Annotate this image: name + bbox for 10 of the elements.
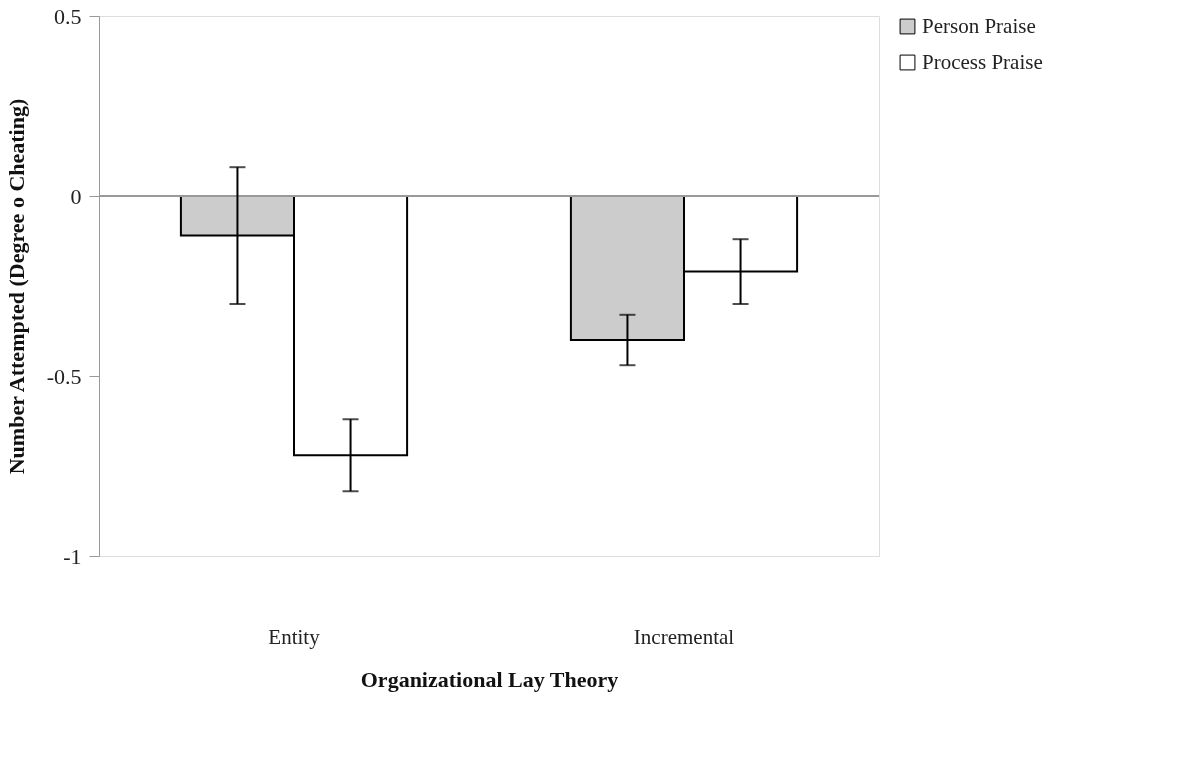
y-tick-label: -1 (63, 543, 82, 569)
x-axis-title: Organizational Lay Theory (360, 666, 619, 692)
legend-label: Person Praise (922, 13, 1036, 38)
y-tick-label: 0.5 (54, 3, 82, 29)
y-tick-label: 0 (70, 183, 82, 209)
x-tick-label: Entity (268, 624, 321, 649)
y-axis-title: Number Attempted (Degree o Cheating) (3, 98, 29, 475)
x-tick-label: Incremental (633, 624, 735, 649)
y-tick-label: -0.5 (46, 363, 82, 389)
legend-label: Process Praise (922, 49, 1043, 74)
